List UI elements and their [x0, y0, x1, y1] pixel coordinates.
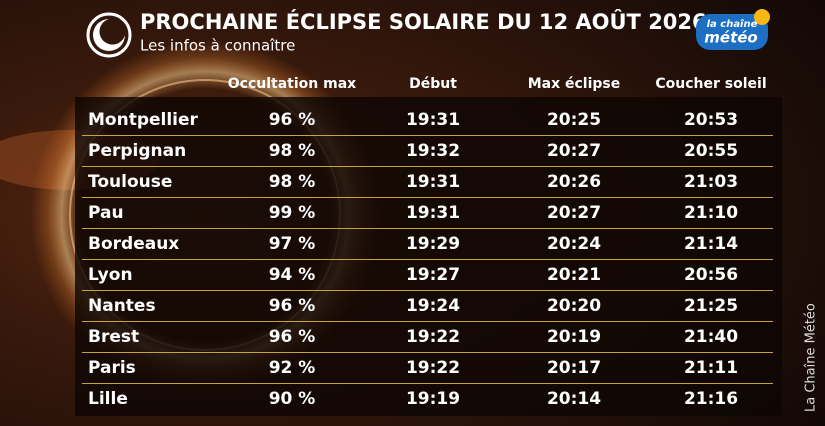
cell-value: 98 % [269, 172, 316, 192]
city-name: Pau [88, 203, 124, 223]
cell-value: 20:25 [547, 110, 601, 130]
cell-value: 20:20 [547, 296, 601, 316]
column-header: Occultation max [228, 76, 356, 92]
city-name: Paris [88, 358, 136, 378]
logo-line2: météo [704, 29, 757, 47]
cell-value: 20:19 [547, 327, 601, 347]
cell-value: 90 % [269, 389, 316, 409]
column-header: Max éclipse [528, 76, 621, 92]
column-header: Coucher soleil [655, 76, 766, 92]
logo: la chaîne météo [696, 9, 770, 50]
cell-value: 19:24 [406, 296, 460, 316]
cell-value: 20:17 [547, 358, 601, 378]
cell-value: 96 % [269, 110, 316, 130]
cell-value: 20:27 [547, 203, 601, 223]
city-name: Bordeaux [88, 234, 179, 254]
cell-value: 20:56 [684, 265, 738, 285]
cell-value: 20:55 [684, 141, 738, 161]
table-panel [75, 97, 782, 416]
cell-value: 94 % [269, 265, 316, 285]
cell-value: 21:10 [684, 203, 738, 223]
cell-value: 21:14 [684, 234, 738, 254]
city-name: Perpignan [88, 141, 186, 161]
logo-line1: la chaîne [707, 18, 758, 30]
cell-value: 20:27 [547, 141, 601, 161]
city-name: Brest [88, 327, 139, 347]
city-name: Lyon [88, 265, 133, 285]
eclipse-icon [86, 12, 132, 58]
cell-value: 19:22 [406, 358, 460, 378]
cell-value: 21:25 [684, 296, 738, 316]
cell-value: 21:03 [684, 172, 738, 192]
table: Occultation max Début Max éclipse Coucher s… [82, 76, 773, 409]
cell-value: 19:32 [406, 141, 460, 161]
subtitle: Les infos à connaître [140, 37, 295, 55]
cell-value: 20:24 [547, 234, 601, 254]
cell-value: 99 % [269, 203, 316, 223]
cell-value: 21:11 [684, 358, 738, 378]
column-header: Début [409, 76, 457, 92]
cell-value: 20:53 [684, 110, 738, 130]
cell-value: 96 % [269, 296, 316, 316]
cell-value: 19:22 [406, 327, 460, 347]
cell-value: 19:27 [406, 265, 460, 285]
cell-value: 97 % [269, 234, 316, 254]
city-name: Nantes [88, 296, 156, 316]
city-name: Toulouse [88, 172, 172, 192]
cell-value: 19:29 [406, 234, 460, 254]
cell-value: 92 % [269, 358, 316, 378]
city-name: Lille [88, 389, 128, 409]
city-name: Montpellier [88, 110, 199, 130]
title: PROCHAINE ÉCLIPSE SOLAIRE DU 12 AOÛT 202… [140, 9, 707, 34]
cell-value: 20:14 [547, 389, 601, 409]
cell-value: 21:16 [684, 389, 738, 409]
cell-value: 20:26 [547, 172, 601, 192]
cell-value: 20:21 [547, 265, 601, 285]
credit: La Chaîne Météo [804, 303, 819, 412]
cell-value: 98 % [269, 141, 316, 161]
cell-value: 96 % [269, 327, 316, 347]
cell-value: 21:40 [684, 327, 738, 347]
cell-value: 19:31 [406, 172, 460, 192]
cell-value: 19:19 [406, 389, 460, 409]
cell-value: 19:31 [406, 203, 460, 223]
cell-value: 19:31 [406, 110, 460, 130]
